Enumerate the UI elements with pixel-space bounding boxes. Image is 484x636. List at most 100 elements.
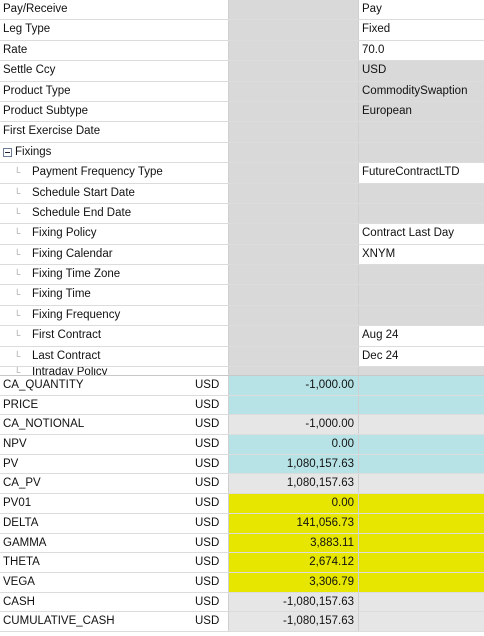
fixing-row[interactable]: └ Fixing Calendar XNYM bbox=[0, 244, 484, 266]
measure-value[interactable]: -1,080,157.63 bbox=[229, 612, 359, 631]
measure-row[interactable]: GAMMA USD 3,883.11 bbox=[0, 533, 484, 554]
fixing-value[interactable]: Aug 24 bbox=[362, 329, 399, 342]
property-value[interactable]: Pay bbox=[362, 3, 382, 15]
fixing-row[interactable]: └ Fixing Frequency bbox=[0, 305, 484, 327]
property-middle-cell bbox=[229, 0, 359, 20]
measure-row[interactable]: VEGA USD 3,306.79 bbox=[0, 572, 484, 593]
fixings-section-header[interactable]: Fixings bbox=[0, 142, 484, 164]
measure-currency: USD bbox=[185, 376, 229, 395]
measure-value[interactable]: 1,080,157.63 bbox=[229, 454, 359, 474]
measure-currency: USD bbox=[185, 415, 229, 435]
property-row[interactable]: First Exercise Date bbox=[0, 122, 484, 143]
measure-row[interactable]: CUMULATIVE_CASH USD -1,080,157.63 bbox=[0, 612, 484, 632]
measure-row[interactable]: CA_NOTIONAL USD -1,000.00 bbox=[0, 415, 484, 436]
fixing-value[interactable]: FutureContractLTD bbox=[362, 166, 460, 179]
fixing-value[interactable]: Dec 24 bbox=[362, 349, 399, 362]
measure-value[interactable]: 3,883.11 bbox=[229, 533, 359, 553]
measure-row[interactable]: THETA USD 2,674.12 bbox=[0, 553, 484, 573]
measure-name: PV bbox=[3, 457, 19, 470]
fixing-label-text: Fixing Frequency bbox=[32, 308, 121, 321]
property-value[interactable]: European bbox=[359, 101, 484, 122]
fixing-middle-cell bbox=[229, 346, 359, 367]
fixing-row[interactable]: └ Payment Frequency Type FutureContractLTD bbox=[0, 163, 484, 184]
fixing-value[interactable]: XNYM bbox=[362, 247, 396, 260]
property-value[interactable]: 70.0 bbox=[362, 43, 385, 56]
fixing-label-text: Fixing Time Zone bbox=[32, 268, 121, 281]
measure-name: CA_QUANTITY bbox=[3, 379, 84, 392]
fixing-value[interactable] bbox=[359, 305, 484, 326]
measure-value[interactable] bbox=[229, 395, 359, 415]
fixings-toggle[interactable]: Fixings bbox=[0, 142, 229, 163]
measure-currency: USD bbox=[185, 572, 229, 592]
fixing-middle-cell bbox=[229, 367, 359, 376]
fixing-row[interactable]: └ Schedule Start Date bbox=[0, 183, 484, 204]
measure-extra-cell bbox=[359, 376, 484, 395]
property-label: First Exercise Date bbox=[0, 122, 229, 142]
fixing-row[interactable]: └ Fixing Time bbox=[0, 285, 484, 306]
fixing-row[interactable]: └ Schedule End Date bbox=[0, 203, 484, 225]
collapse-minus-icon[interactable] bbox=[3, 147, 12, 157]
measure-currency: USD bbox=[185, 533, 229, 553]
fixing-label-text: Fixing Calendar bbox=[32, 247, 113, 260]
tree-connector-icon: └ bbox=[14, 167, 21, 178]
property-row[interactable]: Product Type CommoditySwaption bbox=[0, 81, 484, 102]
tree-connector-icon: └ bbox=[14, 350, 21, 361]
fixing-label: └ Schedule End Date bbox=[0, 203, 229, 224]
fixing-label: └ Fixing Calendar bbox=[0, 244, 229, 265]
measure-extra-cell bbox=[359, 494, 484, 513]
measure-value[interactable]: 0.00 bbox=[229, 494, 359, 513]
fixings-empty-cell bbox=[359, 142, 484, 163]
fixing-value[interactable] bbox=[359, 265, 484, 285]
measure-value[interactable]: -1,000.00 bbox=[229, 376, 359, 395]
property-value[interactable]: Fixed bbox=[362, 23, 391, 36]
measure-row[interactable]: DELTA USD 141,056.73 bbox=[0, 513, 484, 534]
property-label: Product Type bbox=[0, 81, 229, 101]
property-value[interactable]: USD bbox=[359, 61, 484, 81]
fixing-label-text: Fixing Time bbox=[32, 288, 91, 301]
fixing-value[interactable] bbox=[359, 285, 484, 305]
fixing-value[interactable] bbox=[359, 183, 484, 203]
fixing-row[interactable]: └ First Contract Aug 24 bbox=[0, 326, 484, 347]
property-row[interactable]: Settle Ccy USD bbox=[0, 61, 484, 82]
fixing-row[interactable]: └ Last Contract Dec 24 bbox=[0, 346, 484, 368]
measure-value[interactable]: 141,056.73 bbox=[229, 513, 359, 533]
measure-row[interactable]: PV USD 1,080,157.63 bbox=[0, 454, 484, 475]
measure-row[interactable]: PV01 USD 0.00 bbox=[0, 494, 484, 514]
property-value[interactable]: CommoditySwaption bbox=[359, 81, 484, 101]
property-row[interactable]: Rate 70.0 bbox=[0, 40, 484, 62]
fixing-row[interactable]: └ Fixing Time Zone bbox=[0, 265, 484, 286]
fixing-value[interactable] bbox=[359, 203, 484, 224]
fixing-row[interactable]: └ Fixing Policy Contract Last Day bbox=[0, 224, 484, 245]
tree-connector-icon: └ bbox=[14, 330, 21, 341]
tree-connector-icon: └ bbox=[14, 367, 21, 377]
measure-value[interactable]: 3,306.79 bbox=[229, 572, 359, 592]
fixing-label: └ Fixing Time Zone bbox=[0, 265, 229, 285]
measure-value[interactable]: 1,080,157.63 bbox=[229, 474, 359, 494]
measure-row[interactable]: PRICE USD bbox=[0, 395, 484, 416]
tree-connector-icon: └ bbox=[14, 228, 21, 239]
fixing-value[interactable] bbox=[359, 367, 484, 376]
measure-extra-cell bbox=[359, 592, 484, 612]
fixing-label-text: Schedule End Date bbox=[32, 206, 132, 219]
fixing-middle-cell bbox=[229, 326, 359, 346]
measure-value[interactable]: -1,000.00 bbox=[229, 415, 359, 435]
property-label: Product Subtype bbox=[0, 101, 229, 122]
property-value[interactable] bbox=[359, 122, 484, 142]
tree-connector-icon: └ bbox=[14, 248, 21, 259]
property-middle-cell bbox=[229, 61, 359, 81]
property-row[interactable]: Leg Type Fixed bbox=[0, 20, 484, 41]
measure-name: PV01 bbox=[3, 497, 32, 510]
measure-row[interactable]: CA_PV USD 1,080,157.63 bbox=[0, 474, 484, 495]
measure-row[interactable]: NPV USD 0.00 bbox=[0, 435, 484, 455]
fixing-row[interactable]: └ Intraday Policy bbox=[0, 367, 484, 377]
fixing-value[interactable]: Contract Last Day bbox=[362, 227, 455, 240]
measure-row[interactable]: CA_QUANTITY USD -1,000.00 bbox=[0, 376, 484, 396]
property-row[interactable]: Pay/Receive Pay bbox=[0, 0, 484, 21]
measure-value[interactable]: 2,674.12 bbox=[229, 553, 359, 572]
fixings-empty-cell bbox=[229, 142, 359, 163]
measure-value[interactable]: -1,080,157.63 bbox=[229, 592, 359, 612]
measure-row[interactable]: CASH USD -1,080,157.63 bbox=[0, 592, 484, 613]
fixing-middle-cell bbox=[229, 305, 359, 326]
measure-value[interactable]: 0.00 bbox=[229, 435, 359, 454]
property-row[interactable]: Product Subtype European bbox=[0, 101, 484, 123]
